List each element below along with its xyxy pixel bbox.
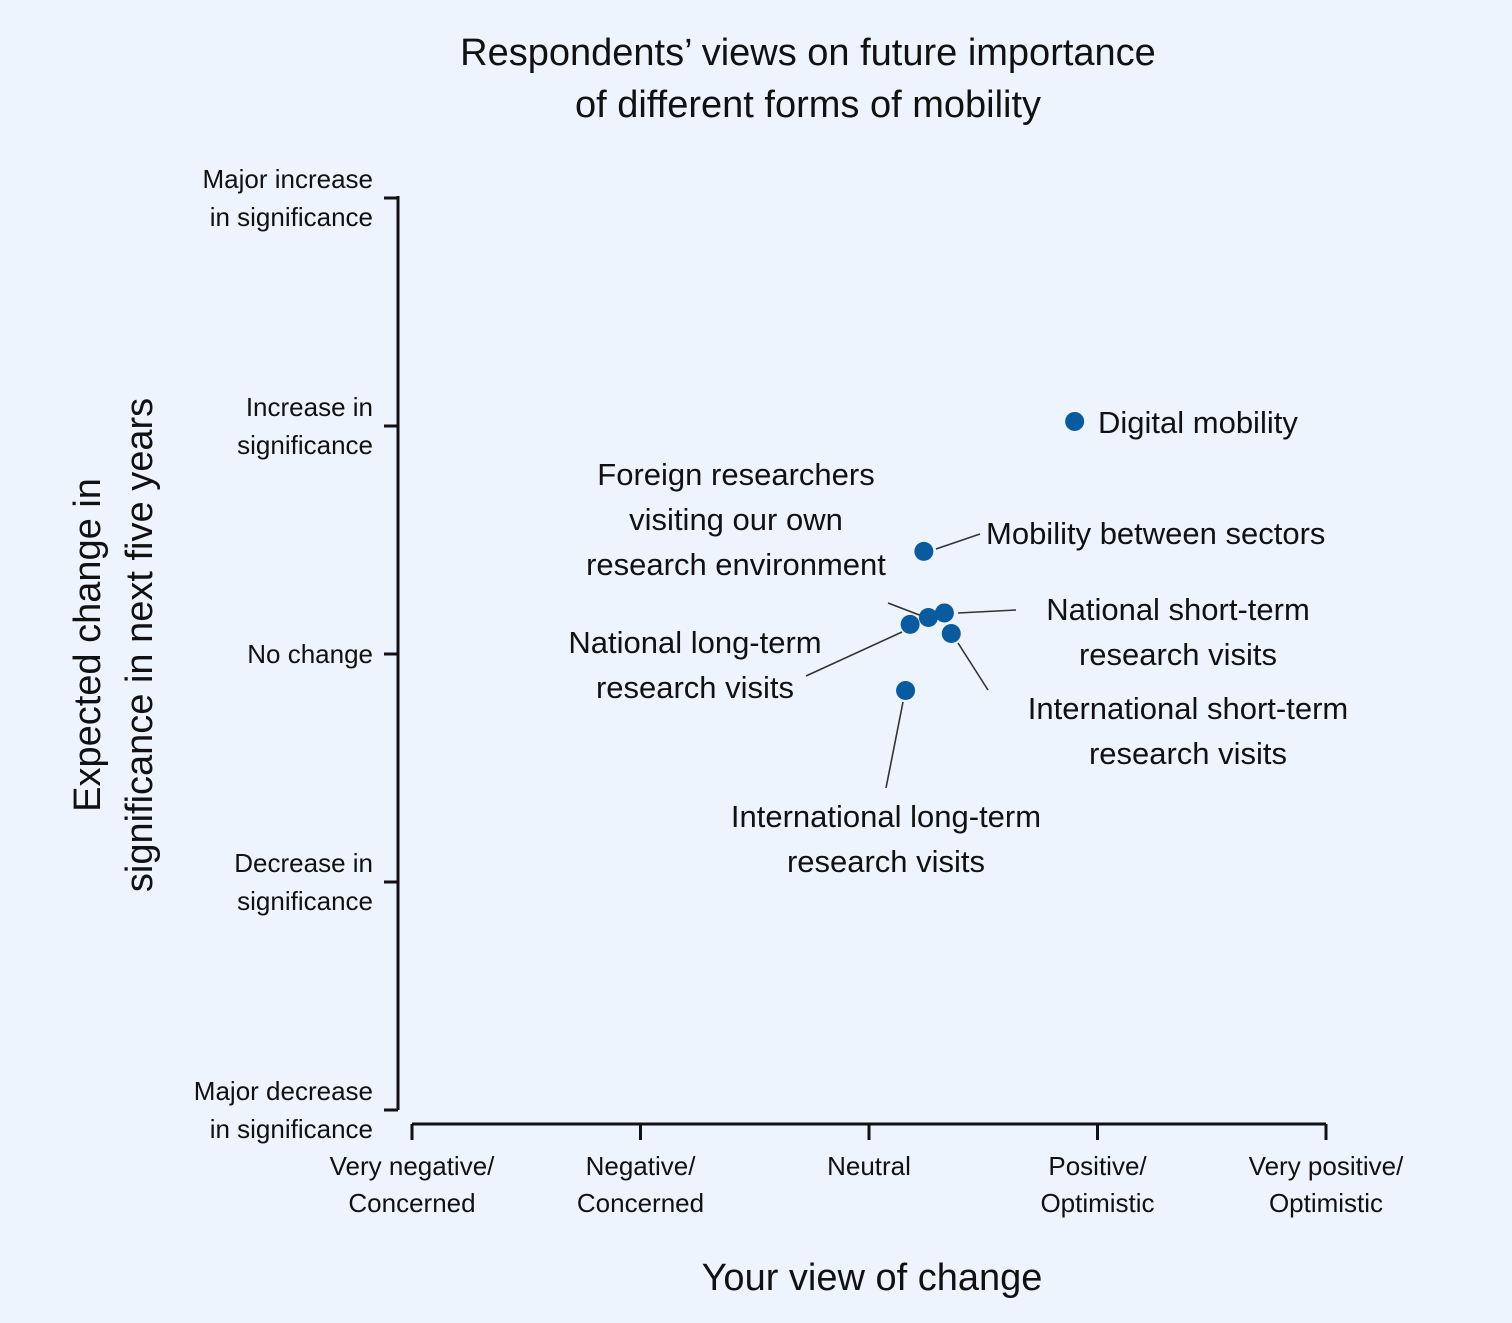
x-tick-label: Very negative/ — [330, 1151, 496, 1181]
y-tick-label: significance — [237, 430, 373, 460]
x-tick-label: Very positive/ — [1249, 1151, 1404, 1181]
x-axis-title: Your view of change — [702, 1257, 1043, 1299]
x-tick-label: Concerned — [348, 1188, 475, 1218]
x-tick-label: Concerned — [577, 1188, 704, 1218]
chart-title-line: Respondents’ views on future importance — [460, 32, 1156, 74]
y-tick-label: Decrease in — [234, 848, 373, 878]
label-mobility-between-sectors: Mobility between sectors — [986, 516, 1325, 551]
data-points — [896, 411, 1085, 700]
y-tick-label: in significance — [210, 1114, 373, 1144]
y-tick-label: significance — [237, 886, 373, 916]
y-axis-ticks: Major increase in significance Increase in… — [194, 164, 398, 1144]
label-international-long-term-research-visits: International long-term — [731, 799, 1041, 834]
y-axis-title: Expected change in significance in next f… — [67, 398, 161, 892]
y-tick-label: No change — [247, 639, 373, 669]
label-digital-mobility: Digital mobility — [1098, 405, 1298, 440]
leader-foreign-researchers-visiting-our-own-research-environment — [887, 602, 923, 617]
x-tick-label: Positive/ — [1048, 1151, 1147, 1181]
label-foreign-researchers-visiting-our-own-research-environment: visiting our own — [629, 502, 843, 537]
label-international-short-term-research-visits: research visits — [1089, 736, 1287, 771]
point-international-short-term-research-visits — [941, 623, 961, 643]
leader-lines — [805, 533, 1017, 789]
x-tick-label: Optimistic — [1269, 1188, 1383, 1218]
leader-international-long-term-research-visits — [885, 701, 904, 789]
x-tick-label: Negative/ — [586, 1151, 697, 1181]
y-tick-label: Major increase — [202, 164, 373, 194]
x-tick-label: Optimistic — [1040, 1188, 1154, 1218]
label-international-short-term-research-visits: International short-term — [1028, 691, 1348, 726]
chart-title-line: of different forms of mobility — [575, 84, 1041, 126]
y-tick-label: Increase in — [246, 392, 373, 422]
leader-national-short-term-research-visits — [957, 609, 1017, 614]
x-axis-ticks: Very negative/Concerned Negative/Concerne… — [330, 1124, 1404, 1218]
point-labels: Digital mobility Mobility between sectors… — [568, 405, 1348, 879]
label-foreign-researchers-visiting-our-own-research-environment: Foreign researchers — [597, 457, 874, 492]
y-axis-title-text: Expected change in significance in next f… — [67, 398, 161, 892]
point-international-long-term-research-visits — [896, 680, 916, 700]
label-foreign-researchers-visiting-our-own-research-environment: research environment — [586, 547, 886, 582]
x-tick-label: Neutral — [827, 1151, 911, 1181]
y-tick-label: in significance — [210, 202, 373, 232]
y-tick-label: Major decrease — [194, 1076, 373, 1106]
label-national-long-term-research-visits: research visits — [596, 670, 794, 705]
point-national-short-term-research-visits — [934, 603, 954, 623]
point-foreign-researchers-visiting-our-own-research-environment — [918, 608, 938, 628]
label-national-short-term-research-visits: National short-term — [1046, 592, 1310, 627]
x-axis-title-text: Your view of change — [702, 1257, 1043, 1299]
point-digital-mobility — [1065, 411, 1085, 431]
chart-title: Respondents’ views on future importance o… — [460, 32, 1156, 126]
leader-national-long-term-research-visits — [805, 631, 903, 677]
leader-international-short-term-research-visits — [957, 642, 989, 691]
label-international-long-term-research-visits: research visits — [787, 844, 985, 879]
point-mobility-between-sectors — [914, 541, 934, 561]
point-national-long-term-research-visits — [900, 614, 920, 634]
leader-mobility-between-sectors — [935, 533, 981, 550]
label-national-long-term-research-visits: National long-term — [568, 625, 821, 660]
label-national-short-term-research-visits: research visits — [1079, 637, 1277, 672]
